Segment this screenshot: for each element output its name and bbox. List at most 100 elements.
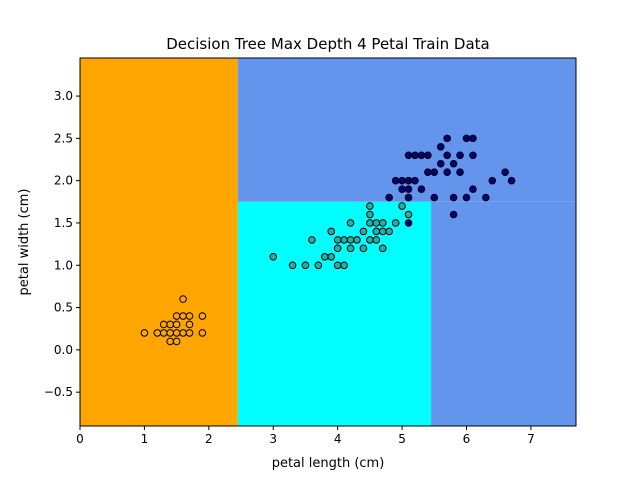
- data-point-s0-8: [172, 337, 181, 346]
- data-point-s2-30: [469, 134, 477, 143]
- data-point-s2-16: [436, 159, 445, 168]
- data-point-s1-0: [269, 253, 278, 261]
- data-point-s0-11: [179, 329, 187, 337]
- data-point-s1-9: [333, 244, 342, 253]
- data-point-s2-3: [398, 176, 406, 185]
- data-point-s1-3: [308, 236, 316, 244]
- data-point-s2-19: [443, 134, 451, 143]
- data-point-s1-13: [346, 236, 355, 244]
- data-point-s2-0: [385, 193, 393, 202]
- data-point-s2-29: [469, 185, 477, 193]
- x-tick-label: 0: [76, 432, 84, 446]
- y-tick-label: 2.5: [54, 131, 73, 145]
- data-point-s2-17: [436, 143, 445, 151]
- data-point-s1-31: [404, 210, 413, 219]
- data-point-s1-24: [372, 219, 381, 227]
- data-point-s1-15: [346, 244, 355, 253]
- decision-regions: [80, 58, 576, 426]
- data-point-s2-21: [449, 159, 458, 168]
- data-point-s2-13: [424, 151, 432, 160]
- data-point-s1-21: [366, 210, 374, 219]
- chart-title: Decision Tree Max Depth 4 Petal Train Da…: [166, 35, 490, 53]
- decision-region-0: [80, 58, 238, 426]
- y-tick-label: 3.0: [54, 89, 73, 103]
- data-point-s2-7: [404, 193, 413, 202]
- data-point-s1-6: [327, 253, 336, 261]
- data-point-s1-29: [391, 219, 400, 227]
- y-axis-label: petal width (cm): [17, 189, 32, 296]
- data-point-s1-23: [372, 227, 381, 236]
- y-tick-label: −0.5: [44, 385, 73, 399]
- decision-region-3: [431, 201, 576, 426]
- data-point-s1-8: [333, 261, 342, 270]
- x-axis-ticks: 0 1 2 3 4 5 6 7: [76, 426, 535, 446]
- x-tick-label: 3: [269, 432, 277, 446]
- data-point-s0-1: [153, 329, 162, 337]
- data-point-s2-28: [469, 151, 477, 160]
- data-point-s2-2: [398, 185, 406, 193]
- data-point-s1-12: [340, 236, 348, 244]
- y-tick-label: 1.0: [54, 258, 73, 272]
- data-point-s1-2: [301, 261, 310, 270]
- data-point-s2-35: [404, 219, 413, 227]
- data-point-s0-3: [159, 320, 168, 329]
- data-point-s2-23: [449, 210, 458, 219]
- data-point-s1-27: [378, 219, 387, 227]
- y-tick-label: 0.5: [54, 301, 73, 315]
- data-point-s2-24: [456, 168, 464, 177]
- y-tick-label: 0.0: [54, 343, 73, 357]
- x-axis-label: petal length (cm): [272, 456, 385, 471]
- data-point-s1-32: [366, 202, 374, 210]
- data-point-s2-11: [417, 185, 426, 193]
- data-point-s1-17: [359, 244, 368, 253]
- data-point-s1-25: [378, 244, 387, 253]
- x-tick-label: 4: [334, 432, 342, 446]
- data-point-s2-10: [417, 151, 426, 160]
- x-tick-label: 7: [527, 432, 535, 446]
- x-tick-label: 6: [463, 432, 471, 446]
- data-point-s1-16: [353, 236, 361, 244]
- data-point-s0-16: [185, 312, 194, 320]
- data-point-s2-32: [488, 176, 497, 185]
- data-point-s0-15: [185, 320, 194, 329]
- data-point-s1-4: [314, 261, 323, 270]
- data-point-s1-10: [333, 236, 342, 244]
- data-point-s2-33: [501, 168, 509, 177]
- data-point-s2-6: [404, 151, 413, 160]
- data-point-s0-2: [159, 329, 168, 337]
- data-point-s2-18: [443, 151, 451, 160]
- scatter-points: [140, 134, 516, 346]
- data-point-s2-4: [404, 185, 413, 193]
- x-tick-label: 1: [141, 432, 149, 446]
- data-point-s2-31: [482, 193, 490, 202]
- y-axis-ticks: −0.5 0.0 0.5 1.0 1.5 2.0 2.5 3.0: [44, 89, 80, 399]
- data-point-s2-34: [507, 176, 516, 185]
- data-point-s1-22: [372, 236, 381, 244]
- data-point-s2-8: [411, 176, 419, 185]
- data-point-s1-20: [366, 219, 374, 227]
- data-point-s1-30: [398, 202, 406, 210]
- data-point-s2-27: [462, 134, 471, 143]
- data-point-s2-26: [462, 193, 471, 202]
- data-point-s2-25: [456, 151, 464, 160]
- data-point-s0-5: [166, 320, 174, 329]
- data-point-s2-5: [404, 176, 413, 185]
- data-point-s1-5: [320, 253, 329, 261]
- data-point-s1-19: [366, 236, 374, 244]
- decision-region-2: [237, 201, 432, 426]
- data-point-s2-9: [411, 151, 419, 160]
- data-point-s0-6: [166, 337, 174, 346]
- data-point-s0-7: [172, 329, 181, 337]
- data-point-s2-15: [430, 168, 439, 177]
- data-point-s2-14: [430, 193, 439, 202]
- data-point-s1-7: [327, 227, 336, 236]
- data-point-s0-14: [185, 329, 194, 337]
- data-point-s0-4: [166, 329, 174, 337]
- x-tick-label: 5: [398, 432, 406, 446]
- data-point-s2-20: [443, 168, 451, 177]
- data-point-s0-17: [198, 329, 207, 337]
- data-point-s1-28: [385, 227, 393, 236]
- data-point-s0-10: [172, 320, 181, 329]
